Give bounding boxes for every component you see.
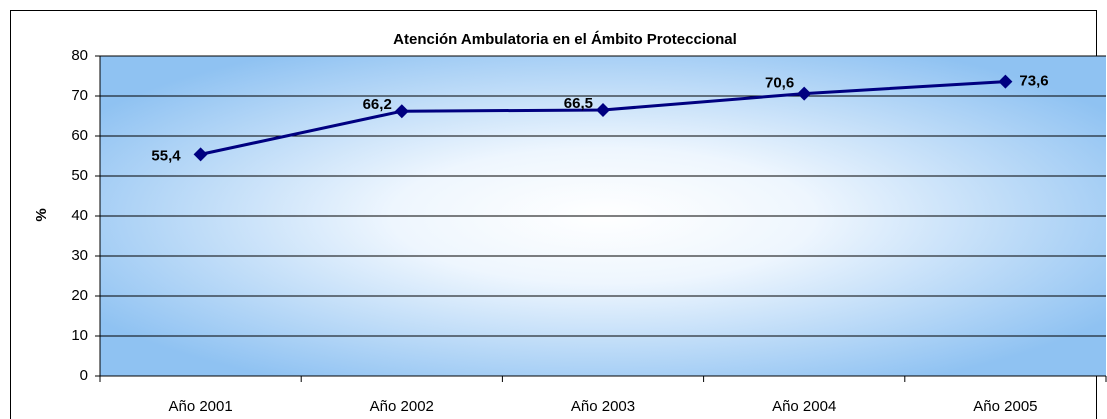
y-tick-label: 40: [71, 207, 88, 224]
data-point: [797, 86, 812, 101]
y-tick-label: 70: [71, 87, 88, 104]
data-label: 73,6: [1019, 73, 1048, 90]
y-tick-label: 0: [80, 367, 88, 384]
data-point: [394, 104, 409, 119]
y-tick-label: 80: [71, 47, 88, 64]
x-tick-label: Año 2004: [772, 398, 836, 415]
x-tick-label: Año 2001: [168, 398, 232, 415]
data-point: [596, 103, 610, 117]
data-point: [998, 74, 1013, 89]
chart-title: Atención Ambulatoria en el Ámbito Protec…: [393, 31, 737, 48]
data-label: 66,5: [564, 95, 593, 112]
x-tick-label: Año 2003: [571, 398, 635, 415]
data-label: 55,4: [151, 147, 181, 164]
x-tick-label: Año 2002: [370, 398, 434, 415]
y-tick-label: 30: [71, 247, 88, 264]
data-point: [193, 147, 208, 162]
y-tick-label: 20: [71, 287, 88, 304]
data-label: 66,2: [363, 96, 392, 113]
y-tick-label: 10: [71, 327, 88, 344]
y-tick-label: 60: [71, 127, 88, 144]
y-axis-label: %: [33, 208, 50, 221]
x-tick-label: Año 2005: [973, 398, 1037, 415]
y-tick-label: 50: [71, 167, 88, 184]
data-label: 70,6: [765, 75, 794, 92]
